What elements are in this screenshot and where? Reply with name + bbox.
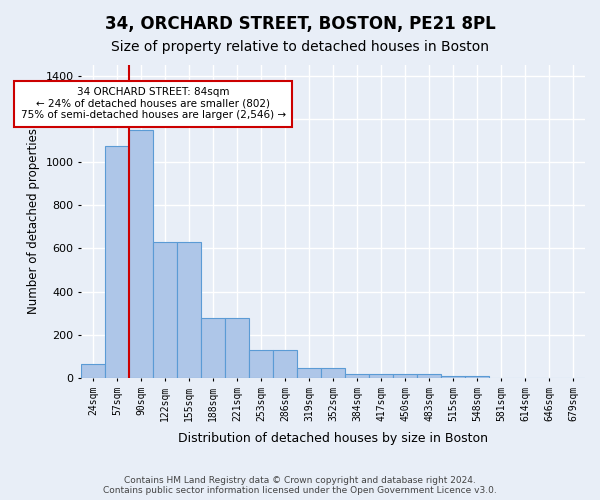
Text: 34 ORCHARD STREET: 84sqm
← 24% of detached houses are smaller (802)
75% of semi-: 34 ORCHARD STREET: 84sqm ← 24% of detach…: [20, 88, 286, 120]
Text: 34, ORCHARD STREET, BOSTON, PE21 8PL: 34, ORCHARD STREET, BOSTON, PE21 8PL: [104, 15, 496, 33]
Bar: [465, 376, 489, 378]
Bar: [81, 364, 105, 378]
Bar: [273, 350, 297, 378]
X-axis label: Distribution of detached houses by size in Boston: Distribution of detached houses by size …: [178, 432, 488, 445]
Bar: [321, 368, 345, 378]
Bar: [417, 374, 441, 378]
Bar: [249, 350, 273, 378]
Bar: [225, 318, 249, 378]
Bar: [297, 368, 321, 378]
Bar: [369, 374, 393, 378]
Text: Size of property relative to detached houses in Boston: Size of property relative to detached ho…: [111, 40, 489, 54]
Bar: [441, 376, 465, 378]
Bar: [393, 374, 417, 378]
Bar: [201, 318, 225, 378]
Bar: [177, 242, 201, 378]
Bar: [105, 146, 129, 378]
Y-axis label: Number of detached properties: Number of detached properties: [27, 128, 40, 314]
Bar: [345, 374, 369, 378]
Bar: [153, 242, 177, 378]
Bar: [129, 130, 153, 378]
Text: Contains HM Land Registry data © Crown copyright and database right 2024.
Contai: Contains HM Land Registry data © Crown c…: [103, 476, 497, 495]
